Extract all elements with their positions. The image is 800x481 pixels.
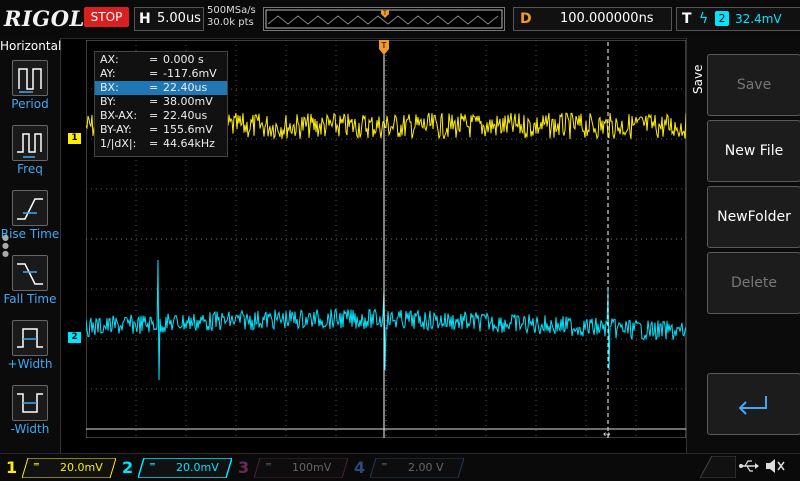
horizontal-measure-menu: Horizontal Period Freq Rise Time Fall Ti… — [0, 38, 61, 453]
svg-text:T: T — [382, 10, 387, 17]
ch1-scale-box[interactable]: 1 ═ 20.0mV — [6, 457, 116, 479]
cursor-row-bx-ax: BX-AX: = 22.40us — [100, 109, 208, 122]
menu-item-pos-width[interactable]: +Width — [0, 314, 60, 378]
speaker-muted-icon[interactable] — [764, 457, 786, 475]
cursor-row-inv-dx: 1/|dX|: = 44.64kHz — [100, 137, 215, 150]
channel-status-bar: 1 ═ 20.0mV 2 ═ 20.0mV 3 ═ 100mV 4 ═ 2.00… — [0, 453, 800, 481]
enter-icon — [738, 396, 767, 415]
ch4-scale-panel: ═ 2.00 V — [370, 458, 464, 478]
page-indicator-dots: ● ● ● — [2, 233, 9, 258]
trigger-position-marker-icon[interactable]: T — [379, 40, 389, 58]
fall-time-icon — [12, 255, 48, 291]
grid-lines — [86, 40, 686, 438]
cursor-row-ax: AX: = 0.000 s — [100, 53, 204, 66]
cursor-b-handle[interactable]: ↔ — [603, 430, 611, 438]
timebase-value: 5.00us — [157, 11, 201, 26]
menu-item-label: Fall Time — [3, 292, 57, 306]
top-status-bar: RIGOL STOP H 5.00us 500MSa/s 30.0k pts T… — [0, 0, 800, 39]
brand-logo: RIGOL — [4, 6, 85, 31]
neg-width-icon — [12, 385, 48, 421]
status-tab — [700, 456, 736, 478]
menu-item-label: -Width — [10, 422, 50, 436]
ch3-scale-panel: ═ 100mV — [254, 458, 348, 478]
ch3-scale: 100mV — [292, 461, 332, 474]
run-stop-status[interactable]: STOP — [84, 7, 129, 27]
svg-text:═: ═ — [381, 460, 387, 469]
menu-item-label: +Width — [7, 357, 53, 371]
svg-text:═: ═ — [33, 460, 39, 469]
sample-rate: 500MSa/s — [207, 5, 256, 16]
trigger-box[interactable]: T ϟ 2 32.4mV — [676, 7, 800, 31]
delete-button[interactable]: Delete — [707, 252, 800, 314]
usb-icon — [739, 460, 759, 472]
menu-item-fall-time[interactable]: Fall Time — [0, 249, 60, 313]
cursor-row-by-ay: BY-AY: = 155.6mV — [100, 123, 213, 136]
save-button[interactable]: Save — [707, 54, 800, 116]
ch4-number: 4 — [354, 458, 366, 477]
menu-item-rise-time[interactable]: Rise Time — [0, 184, 60, 248]
horizontal-label: H — [139, 11, 151, 27]
ch2-offset-marker[interactable]: 2 — [68, 332, 81, 343]
menu-item-label: Period — [11, 97, 49, 111]
delay-box[interactable]: D 100.000000ns — [513, 7, 672, 31]
menu-item-period[interactable]: Period — [0, 54, 60, 118]
trigger-source: 2 — [715, 11, 729, 26]
horizontal-timebase-box[interactable]: H 5.00us — [134, 7, 204, 31]
trigger-position-icon: T — [381, 10, 389, 18]
ch4-scale-box[interactable]: 4 ═ 2.00 V — [354, 457, 464, 479]
cursor-row-by: BY: = 38.00mV — [100, 95, 213, 108]
ch3-number: 3 — [238, 458, 250, 477]
ch1-offset-marker[interactable]: 1 — [68, 133, 81, 144]
svg-text:═: ═ — [149, 460, 155, 469]
ch2-scale-box[interactable]: 2 ═ 20.0mV — [122, 457, 232, 479]
menu-title: Horizontal — [0, 39, 62, 53]
ch2-number: 2 — [122, 458, 134, 477]
enter-button[interactable] — [707, 373, 800, 435]
rising-edge-icon: ϟ — [699, 11, 709, 27]
svg-text:T: T — [381, 41, 387, 50]
cursor-row-bx: BX: = 22.40us — [95, 81, 227, 95]
menu-item-label: Rise Time — [0, 227, 60, 241]
trigger-level: 32.4mV — [735, 12, 782, 26]
ch1-scale-panel: ═ 20.0mV — [22, 458, 116, 478]
ch1-scale: 20.0mV — [60, 461, 103, 474]
ch2-scale-panel: ═ 20.0mV — [138, 458, 232, 478]
freq-icon — [12, 125, 48, 161]
new-file-button[interactable]: New File — [707, 120, 800, 182]
menu-item-freq[interactable]: Freq — [0, 119, 60, 183]
rise-time-icon — [12, 190, 48, 226]
menu-item-label: Freq — [17, 162, 43, 176]
trigger-label: T — [682, 11, 692, 27]
memory-overview-strip: T — [263, 7, 505, 31]
ch3-scale-box[interactable]: 3 ═ 100mV — [238, 457, 348, 479]
memory-depth: 30.0k pts — [207, 17, 254, 28]
svg-text:═: ═ — [265, 460, 271, 469]
waveform-display[interactable]: ↔ — [86, 40, 686, 438]
cursor-row-ay: AY: = -117.6mV — [100, 67, 217, 80]
period-icon — [12, 60, 48, 96]
save-menu: Save Save New File NewFolder Delete — [686, 38, 800, 453]
delay-value: 100.000000ns — [560, 11, 654, 26]
menu-item-neg-width[interactable]: -Width — [0, 379, 60, 443]
cursor-readout-panel: AX: = 0.000 s AY: = -117.6mV BX: = 22.40us BY:… — [94, 51, 228, 157]
new-folder-button[interactable]: NewFolder — [707, 186, 800, 248]
ch2-trace — [86, 259, 686, 381]
ch1-number: 1 — [6, 458, 18, 477]
ch4-scale: 2.00 V — [408, 461, 444, 474]
delay-label: D — [520, 11, 532, 27]
save-menu-title: Save — [691, 64, 705, 94]
ch2-scale: 20.0mV — [176, 461, 219, 474]
pos-width-icon — [12, 320, 48, 356]
